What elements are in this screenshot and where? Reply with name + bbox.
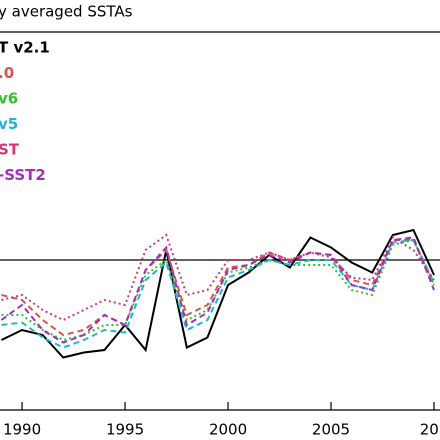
- legend-label: v6: [0, 90, 18, 108]
- legend-label: T v2.1: [0, 39, 50, 57]
- series-line: [0, 236, 435, 344]
- x-tick-label: 1990: [3, 421, 41, 439]
- x-tick-label: 1995: [106, 421, 144, 439]
- series-line: [1, 233, 435, 322]
- legend-label: ST: [0, 141, 20, 159]
- x-tick-label: 2000: [209, 421, 247, 439]
- legend-label: .0: [0, 64, 14, 82]
- legend-label: v5: [0, 115, 18, 133]
- x-tick-label: 201: [420, 421, 440, 439]
- x-tick-label: 2005: [312, 421, 350, 439]
- series-line: [1, 238, 435, 349]
- legend-label: -SST2: [0, 166, 46, 184]
- series-line: [1, 239, 435, 337]
- series-line: [1, 228, 435, 359]
- chart-title: y averaged SSTAs: [0, 3, 133, 21]
